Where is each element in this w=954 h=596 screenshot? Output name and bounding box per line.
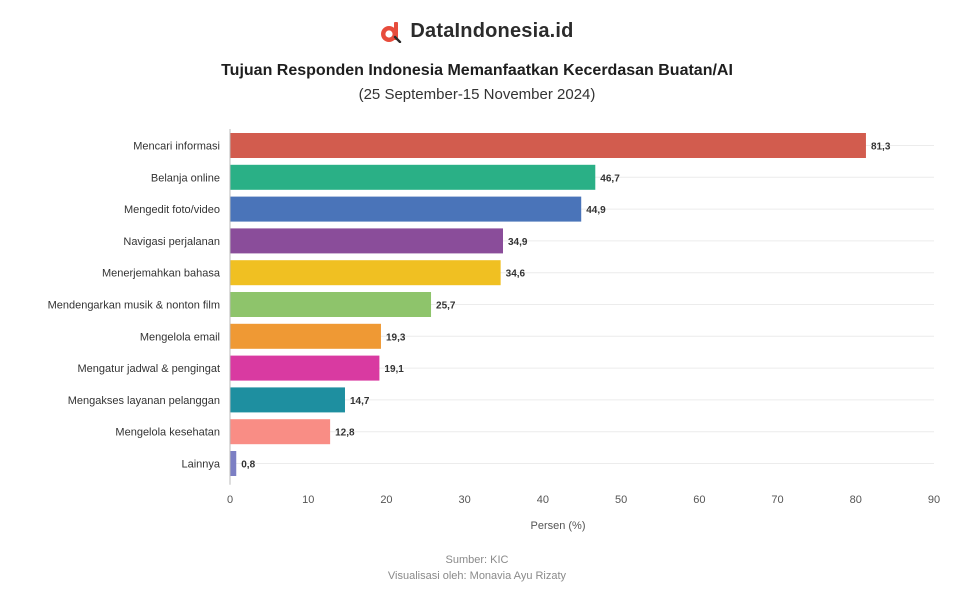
bar — [230, 260, 501, 286]
value-label: 46,7 — [600, 173, 620, 184]
bar — [230, 133, 866, 158]
category-label: Menerjemahkan bahasa — [102, 268, 221, 280]
category-label: Mengatur jadwal & pengingat — [78, 363, 220, 375]
bar — [230, 387, 345, 413]
dataindonesia-logo-icon — [381, 21, 402, 43]
bar — [230, 419, 331, 445]
x-tick-label: 20 — [380, 494, 392, 506]
value-label: 81,3 — [871, 142, 891, 153]
source-text: Sumber: KIC — [445, 554, 509, 566]
x-tick-label: 50 — [615, 494, 627, 506]
bar — [230, 323, 381, 349]
value-label: 19,1 — [384, 364, 404, 375]
value-label: 34,9 — [508, 237, 528, 248]
bar — [230, 228, 503, 254]
bar — [230, 451, 237, 476]
category-label: Lainnya — [181, 459, 220, 471]
x-tick-label: 0 — [227, 494, 233, 506]
category-label: Navigasi perjalanan — [123, 236, 220, 248]
chart-subtitle: (25 September-15 November 2024) — [358, 86, 596, 103]
value-label: 44,9 — [586, 205, 606, 216]
bar — [230, 292, 432, 317]
category-label: Mengelola email — [140, 331, 220, 343]
value-label: 0,8 — [241, 460, 255, 471]
chart-footer: Sumber: KIC Visualisasi oleh: Monavia Ay… — [0, 552, 954, 584]
bar — [230, 164, 596, 190]
value-label: 14,7 — [350, 396, 370, 407]
category-label: Mencari informasi — [133, 141, 220, 153]
category-label: Mengelola kesehatan — [115, 427, 220, 439]
value-label: 12,8 — [335, 428, 355, 439]
chart-title: Tujuan Responden Indonesia Memanfaatkan … — [221, 62, 733, 79]
x-tick-label: 80 — [850, 494, 862, 506]
x-tick-label: 40 — [537, 494, 549, 506]
category-label: Mengakses layanan pelanggan — [68, 395, 220, 407]
bar — [230, 196, 582, 222]
category-label: Belanja online — [151, 172, 220, 184]
x-tick-label: 70 — [771, 494, 783, 506]
bar-chart: 0 10 20 30 40 50 60 70 80 90 Mencari informasi 81,3… — [48, 129, 940, 532]
category-label: Mengedit foto/video — [124, 204, 220, 216]
value-label: 34,6 — [506, 269, 526, 280]
x-tick-label: 90 — [928, 494, 940, 506]
brand-header: DataIndonesia.id — [0, 20, 954, 43]
bar — [230, 355, 380, 381]
x-tick-label: 30 — [459, 494, 471, 506]
category-label: Mendengarkan musik & nonton film — [48, 300, 220, 312]
value-label: 19,3 — [386, 332, 406, 343]
visualized-by-text: Visualisasi oleh: Monavia Ayu Rizaty — [387, 570, 567, 582]
x-tick-label: 10 — [302, 494, 314, 506]
x-tick-label: 60 — [693, 494, 705, 506]
brand-name: DataIndonesia.id — [410, 20, 574, 42]
x-axis-title: Persen (%) — [530, 520, 585, 532]
value-label: 25,7 — [436, 301, 456, 312]
